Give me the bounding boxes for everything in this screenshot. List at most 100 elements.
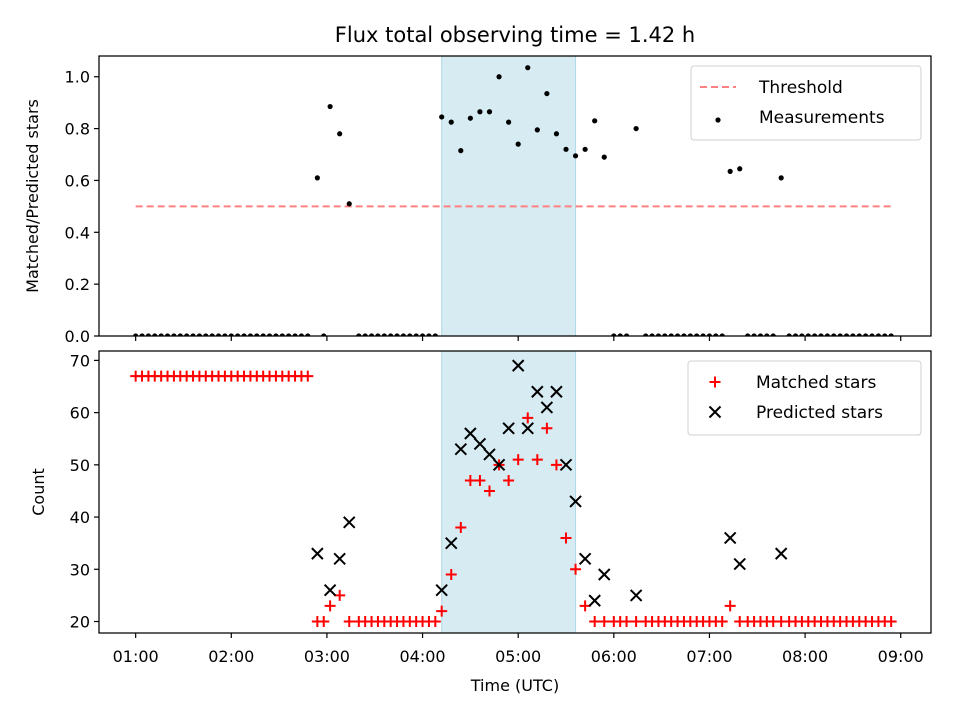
predicted-star-point (569, 495, 582, 508)
measurement-point (799, 333, 805, 336)
measurement-point (356, 333, 362, 336)
measurement-point (623, 333, 630, 336)
y-tick-label: 0.0 (65, 327, 90, 346)
legend-label: Matched stars (756, 373, 876, 393)
measurement-point (668, 333, 674, 336)
measurement-point (496, 74, 502, 80)
measurement-point (770, 333, 776, 336)
y-tick-label: 60 (70, 404, 90, 423)
axes-frame (98, 55, 932, 337)
predicted-star-point (492, 458, 506, 472)
matched-star-point (483, 485, 495, 497)
y-tick-label: 50 (70, 456, 90, 475)
measurement-point (327, 103, 333, 110)
measurement-point (617, 333, 623, 336)
matched-star-point (630, 616, 642, 628)
measurement-point (700, 333, 706, 336)
matched-star-point (885, 616, 897, 628)
x-axis-label: Time (UTC) (470, 676, 559, 695)
measurement-point (426, 333, 432, 336)
measurement-point (792, 333, 799, 336)
legend-label: Measurements (759, 108, 885, 128)
measurement-point (706, 333, 713, 336)
matched-star-point (541, 422, 553, 434)
measurement-point (196, 333, 203, 336)
y-axis-label: Matched/Predicted stars (23, 99, 42, 293)
predicted-star-point (550, 385, 563, 398)
x-tick-label: 09:00 (878, 647, 924, 666)
measurement-point (215, 333, 222, 336)
measurement-point (486, 109, 493, 115)
measurement-point (228, 333, 234, 336)
predicted-star-point (454, 442, 468, 456)
measurement-point (458, 148, 464, 154)
measurement-point (321, 333, 327, 336)
measurement-point (875, 333, 882, 336)
x-tick-label: 01:00 (113, 647, 159, 666)
measurement-point (152, 333, 158, 336)
predicted-star-point (578, 552, 592, 566)
matched-star-point (512, 454, 524, 466)
measurement-point (592, 118, 598, 124)
matched-star-point (589, 616, 601, 628)
x-tick-label: 06:00 (591, 647, 637, 666)
matched-star-point (324, 600, 336, 612)
matched-star-point (724, 600, 736, 612)
matched-star-point (531, 454, 543, 466)
x-tick-label: 07:00 (686, 647, 732, 666)
measurement-point (687, 333, 693, 336)
predicted-star-point (333, 552, 346, 566)
measurement-point (388, 333, 394, 336)
x-tick-label: 04:00 (400, 647, 446, 666)
measurement-point (633, 125, 639, 132)
matched-star-point (560, 532, 572, 544)
y-tick-label: 0.8 (65, 120, 90, 139)
measurement-point (611, 333, 617, 336)
y-tick-label: 0.4 (65, 223, 90, 242)
predicted-star-point (435, 583, 448, 597)
measurement-point (818, 333, 824, 336)
measurement-point (582, 146, 588, 152)
predicted-star-point (629, 589, 643, 602)
predicted-star-point (774, 547, 788, 560)
bottom-panel: 20 30 40 50 60 70 01:00 02:00 03:00 04:00 05:00 06:… (29, 350, 932, 666)
measurement-point (572, 153, 579, 159)
predicted-star-point (511, 359, 525, 372)
measurement-point (407, 333, 413, 336)
measurement-point (805, 333, 811, 336)
measurement-point (279, 333, 285, 336)
measurement-point (824, 333, 830, 336)
measurement-point (515, 141, 521, 147)
y-tick-label: 70 (70, 351, 90, 370)
legend-label: Threshold (758, 78, 843, 98)
y-tick-label: 0.2 (65, 275, 90, 294)
measurement-point (856, 333, 862, 336)
measurement-point (419, 333, 426, 336)
measurement-point (757, 333, 764, 336)
x-tick-label: 08:00 (782, 647, 828, 666)
measurement-point (837, 333, 843, 336)
measurement-point (158, 333, 164, 336)
measurement-point (681, 333, 687, 336)
measurement-point (209, 333, 215, 336)
measurement-point (850, 333, 856, 336)
measurement-point (273, 333, 279, 336)
legend-matched-swatch (709, 376, 721, 388)
measurement-point (467, 115, 473, 121)
predicted-star-point (473, 437, 487, 451)
matched-star-point (716, 616, 728, 628)
chart-title: Flux total observing time = 1.42 h (335, 23, 695, 47)
measurement-point (831, 333, 837, 336)
predicted-star-point (483, 448, 496, 461)
top-panel: 0.0 0.2 0.4 0.6 0.8 1.0 Matched/Predicted star… (23, 55, 932, 346)
measurement-point (764, 333, 770, 336)
matched-star-point (464, 475, 476, 487)
legend-label: Predicted stars (756, 403, 883, 423)
matched-star-point (550, 459, 562, 471)
measurement-point (888, 333, 894, 336)
matched-star-point (503, 475, 515, 487)
predicted-star-point (445, 536, 458, 550)
measurement-point (177, 333, 183, 336)
measurement-point (298, 333, 305, 336)
matched-star-point (522, 412, 534, 424)
